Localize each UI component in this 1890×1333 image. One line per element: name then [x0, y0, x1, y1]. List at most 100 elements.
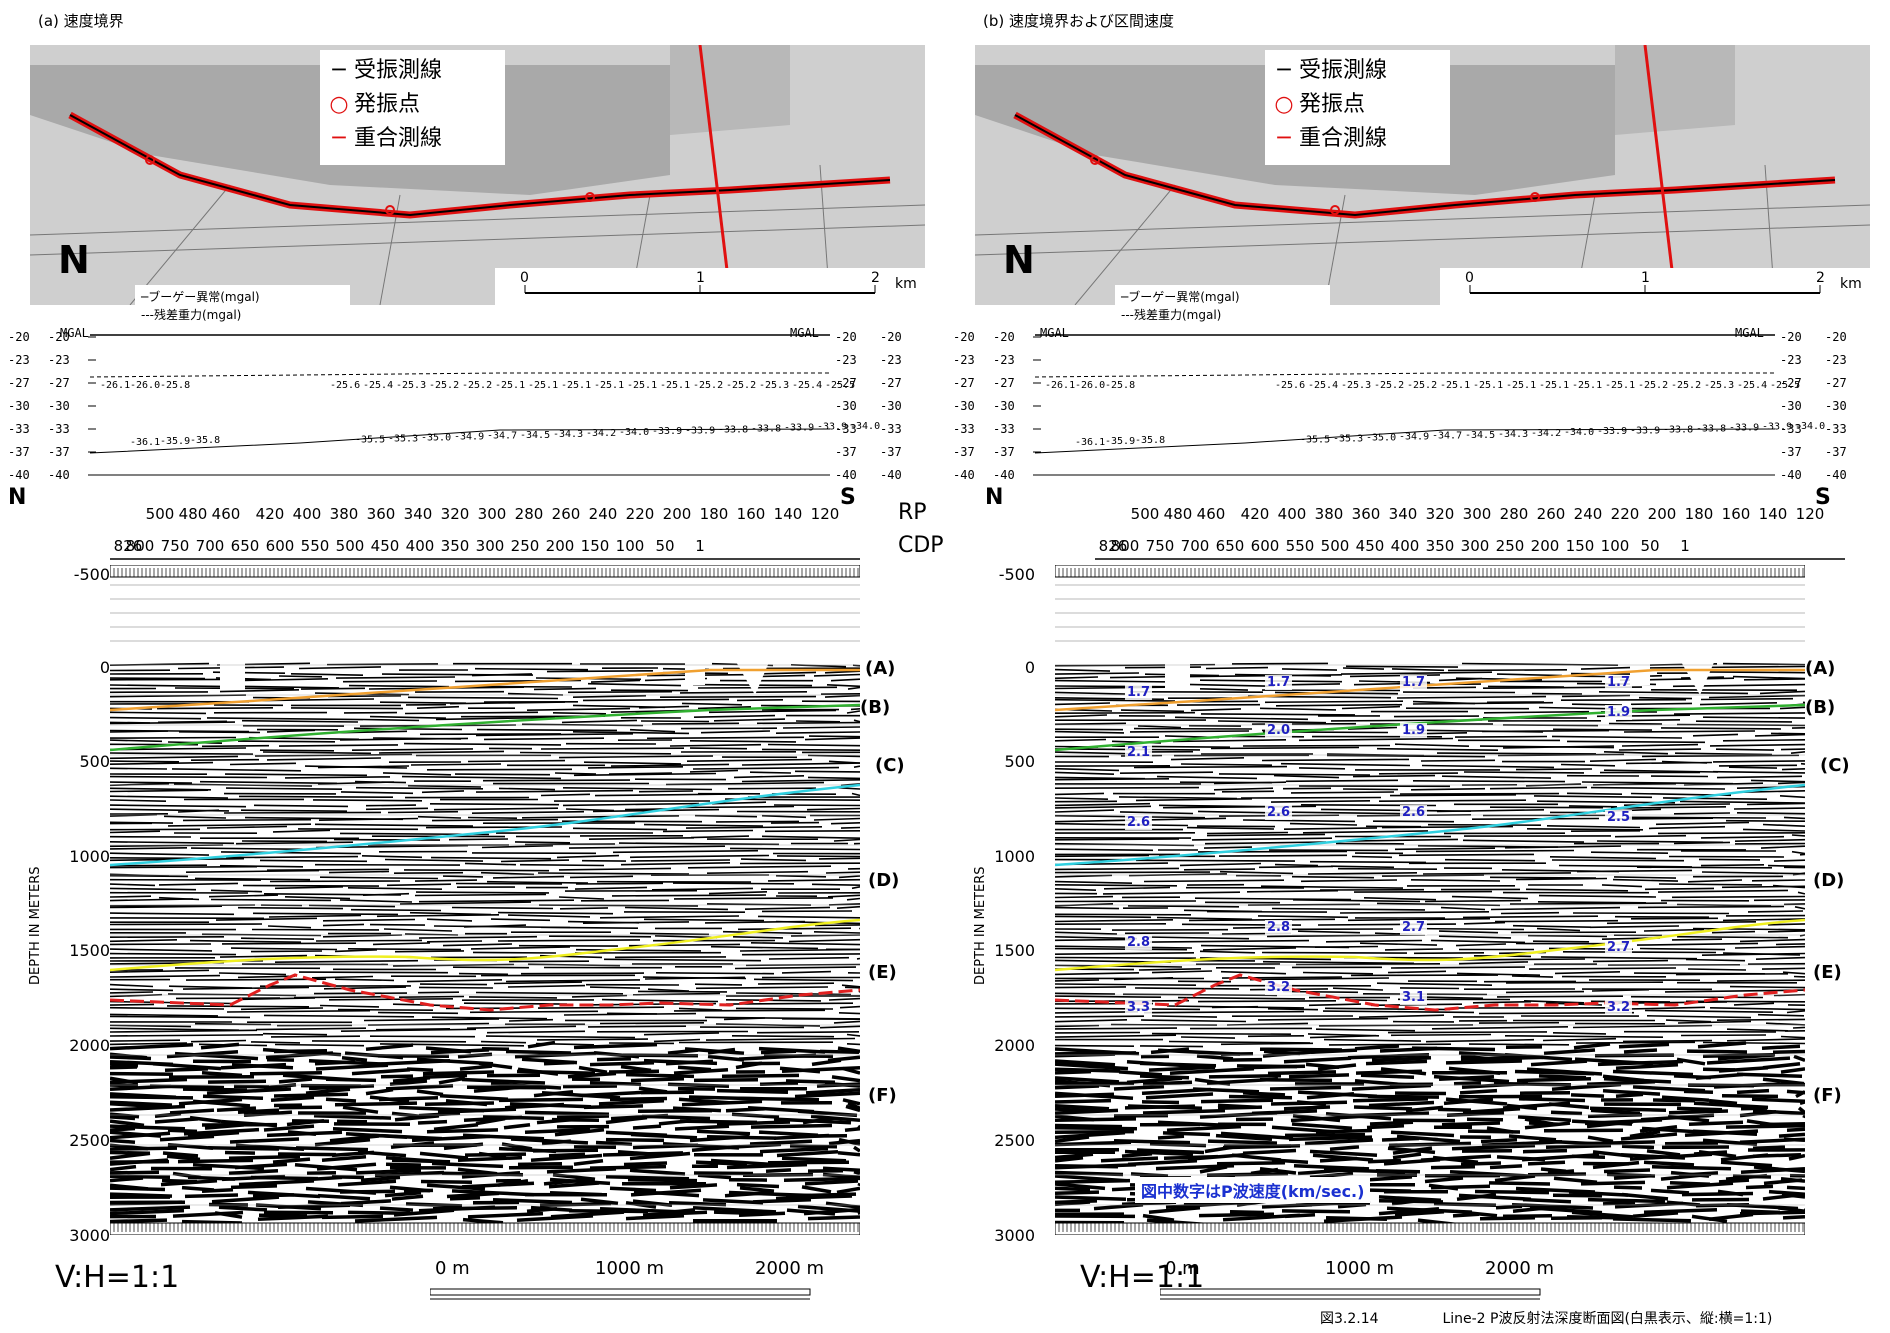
velocity-note: 図中数字はP波速度(km/sec.) — [1135, 1177, 1371, 1203]
rp-tick-label: 460 — [212, 505, 241, 523]
cdp-tick-label: 200 — [1531, 537, 1560, 555]
rp-tick-label: 420 — [256, 505, 285, 523]
cdp-tick-label: 550 — [1286, 537, 1315, 555]
residual-value: -25.1 — [1473, 380, 1503, 391]
gravity-unit-right: MGAL — [1735, 326, 1764, 340]
depth-axis-title: DEPTH IN METERS — [973, 866, 988, 985]
source-point-icon: ○ — [1274, 92, 1294, 117]
gravity-tick-right: -23 — [835, 353, 857, 367]
horizon-label: (C) — [875, 755, 905, 776]
map-legend: ─ 受振測線 ○ 発振点 ─ 重合測線 — [320, 50, 505, 165]
rp-tick-label: 180 — [1685, 505, 1714, 523]
panel-velocity-boundaries: (a) 速度境界 ─ 受振測線 ○ 発振点 ─ 重合測線 — [8, 12, 944, 1300]
gravity-tick-left-inner: -30 — [993, 399, 1015, 413]
bouguer-value: -35.9 — [160, 436, 190, 447]
bouguer-value: -35.9 — [1105, 436, 1135, 447]
horizon-label: (F) — [868, 1085, 897, 1106]
map-scale-unit: km — [1840, 276, 1862, 292]
cdp-tick-label: 300 — [476, 537, 505, 555]
cdp-tick-label: 350 — [441, 537, 470, 555]
bouguer-value: -33.8 — [751, 424, 781, 435]
map-scale-0: 0 — [520, 270, 529, 286]
cdp-tick-label: 450 — [371, 537, 400, 555]
cdp-tick-label: 1 — [695, 537, 705, 555]
interval-velocity-label: 3.1 — [1400, 990, 1428, 1005]
rp-tick-label: 340 — [404, 505, 433, 523]
cdp-tick-label: 700 — [1181, 537, 1210, 555]
cdp-tick-label: 650 — [231, 537, 260, 555]
rp-tick-label: 260 — [1537, 505, 1566, 523]
rp-tick-label: 380 — [1315, 505, 1344, 523]
depth-tick-label: 2500 — [69, 1131, 110, 1150]
depth-tick-label: 2000 — [994, 1036, 1035, 1055]
map-scale-2: 2 — [1816, 270, 1825, 286]
map-scale-0: 0 — [1465, 270, 1474, 286]
gravity-tick-right-outer: -33 — [880, 422, 902, 436]
cdp-tick-label: 200 — [546, 537, 575, 555]
gravity-tick-left-inner: -23 — [993, 353, 1015, 367]
bouguer-value: -34.9 — [454, 432, 484, 443]
interval-velocity-label: 2.7 — [1605, 940, 1633, 955]
cdp-tick-label: 250 — [511, 537, 540, 555]
rp-tick-label: 240 — [589, 505, 618, 523]
bouguer-value: -33.9 — [784, 423, 814, 434]
residual-value: -25.2 — [429, 380, 459, 391]
legend-receiver: 受振測線 — [354, 58, 443, 83]
bouguer-value: -35.8 — [1135, 435, 1165, 446]
cdp-tick-label: 800 — [126, 537, 155, 555]
residual-value: -26.1 — [1045, 380, 1075, 391]
rp-tick-label: 120 — [1796, 505, 1825, 523]
rp-tick-label: 160 — [1722, 505, 1751, 523]
bouguer-value: -36.1 — [1075, 437, 1105, 448]
gravity-tick-right-outer: -27 — [1825, 376, 1847, 390]
bouguer-value: -35.0 — [421, 433, 451, 444]
cdp-tick-label: 750 — [1146, 537, 1175, 555]
gravity-tick-left: -23 — [8, 353, 30, 367]
bottom-scale-label: 2000 m — [755, 1258, 825, 1279]
bouguer-value: -34.3 — [553, 429, 583, 440]
rp-tick-label: 480 — [1164, 505, 1193, 523]
gravity-tick-left-inner: -33 — [993, 422, 1015, 436]
seismic-section — [109, 564, 862, 1236]
residual-value: -25.6 — [330, 380, 360, 391]
map-scalebar: 0 1 2 km — [495, 268, 925, 305]
residual-value: -25.2 — [1671, 380, 1701, 391]
interval-velocity-label: 1.7 — [1605, 675, 1633, 690]
legend-bouguer: ブーゲー異常(mgal) — [148, 290, 260, 304]
bouguer-value: -34.3 — [1498, 429, 1528, 440]
interval-velocity-label: 2.7 — [1400, 920, 1428, 935]
interval-velocity-label: 2.1 — [1125, 745, 1153, 760]
rp-tick-label: 260 — [552, 505, 581, 523]
gravity-unit-left: MGAL — [60, 326, 89, 340]
gravity-tick-left: -33 — [8, 422, 30, 436]
gravity-tick-left-inner: -20 — [993, 330, 1015, 344]
residual-value: -25.3 — [1341, 380, 1371, 391]
depth-tick-label: 3000 — [994, 1226, 1035, 1245]
gravity-tick-right: -23 — [1780, 353, 1802, 367]
bouguer-value: -33.9 — [652, 426, 682, 437]
rp-tick-label: 340 — [1389, 505, 1418, 523]
rp-tick-label: 300 — [1463, 505, 1492, 523]
interval-velocity-label: 1.7 — [1125, 685, 1153, 700]
residual-value: -25.2 — [726, 380, 756, 391]
bouguer-value: -33.9 — [1762, 422, 1792, 433]
gravity-tick-right: -20 — [835, 330, 857, 344]
depth-tick-label: 1500 — [994, 941, 1035, 960]
gravity-tick-right: -37 — [1780, 445, 1802, 459]
depth-tick-label: 0 — [1024, 658, 1035, 677]
interval-velocity-label: 3.2 — [1605, 1000, 1633, 1015]
rp-tick-label: 480 — [179, 505, 208, 523]
gravity-tick-left: -23 — [953, 353, 975, 367]
rp-tick-label: 180 — [700, 505, 729, 523]
depth-tick-label: 1000 — [69, 847, 110, 866]
rp-tick-label: 220 — [626, 505, 655, 523]
map-graphic — [975, 45, 1870, 305]
cdp-tick-label: 650 — [1216, 537, 1245, 555]
map-scale-2: 2 — [871, 270, 880, 286]
gravity-tick-left-inner: -20 — [48, 330, 70, 344]
horizon-label: (B) — [860, 697, 891, 718]
rp-label: RP — [898, 500, 927, 525]
depth-tick-label: 500 — [79, 752, 110, 771]
bottom-scale-label: 1000 m — [1325, 1258, 1395, 1279]
cdp-tick-label: 300 — [1461, 537, 1490, 555]
